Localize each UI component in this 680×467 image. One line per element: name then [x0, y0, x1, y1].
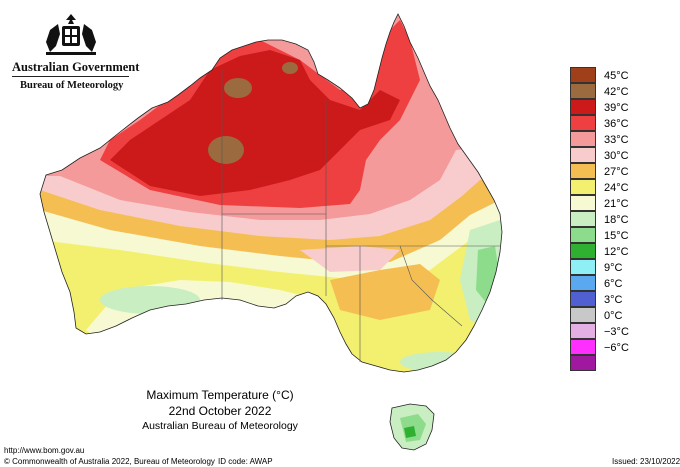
legend-row: 42°C — [570, 83, 680, 99]
legend-row: 36°C — [570, 115, 680, 131]
legend-swatch — [570, 131, 596, 147]
legend-swatch — [570, 323, 596, 339]
legend-swatch — [570, 355, 596, 371]
legend-row: 45°C — [570, 67, 680, 83]
legend-label: 9°C — [604, 262, 623, 274]
legend-swatch — [570, 307, 596, 323]
legend-label: −3°C — [604, 326, 629, 338]
bureau-name: Bureau of Meteorology — [20, 80, 124, 91]
legend-swatch — [570, 115, 596, 131]
legend-row: 18°C — [570, 211, 680, 227]
legend-label: −6°C — [604, 342, 629, 354]
legend-swatch — [570, 147, 596, 163]
legend-label: 42°C — [604, 86, 629, 98]
legend-row: 21°C — [570, 195, 680, 211]
legend-swatch — [570, 259, 596, 275]
legend-row: 24°C — [570, 179, 680, 195]
legend-label: 33°C — [604, 134, 629, 146]
legend-label: 39°C — [604, 102, 629, 114]
legend-swatch — [570, 211, 596, 227]
legend-label: 24°C — [604, 182, 629, 194]
legend-swatch — [570, 99, 596, 115]
legend-swatch — [570, 195, 596, 211]
legend-row: 39°C — [570, 99, 680, 115]
map-date: 22nd October 2022 — [168, 404, 272, 418]
legend-row: 27°C — [570, 163, 680, 179]
legend-label: 3°C — [604, 294, 623, 306]
footer-issued: Issued: 23/10/2022 — [612, 457, 680, 466]
legend-label: 27°C — [604, 166, 629, 178]
legend-swatch — [570, 291, 596, 307]
legend-row — [570, 355, 680, 371]
header-divider — [12, 76, 129, 77]
legend-row: 0°C — [570, 307, 680, 323]
footer-copyright: © Commonwealth of Australia 2022, Bureau… — [4, 457, 215, 466]
legend-swatch — [570, 83, 596, 99]
legend-row: 3°C — [570, 291, 680, 307]
footer-url[interactable]: http://www.bom.gov.au — [4, 446, 85, 455]
legend-label: 36°C — [604, 118, 629, 130]
legend-swatch — [570, 275, 596, 291]
coat-of-arms-icon — [46, 14, 96, 55]
legend-row: 12°C — [570, 243, 680, 259]
legend-row: 6°C — [570, 275, 680, 291]
legend-label: 30°C — [604, 150, 629, 162]
legend-row: 15°C — [570, 227, 680, 243]
map-title: Maximum Temperature (°C) — [146, 388, 294, 402]
legend-swatch — [570, 163, 596, 179]
legend-label: 15°C — [604, 230, 629, 242]
legend-swatch — [570, 339, 596, 355]
footer-id-code: ID code: AWAP — [218, 457, 273, 466]
map-source: Australian Bureau of Meteorology — [142, 420, 298, 432]
legend-label: 45°C — [604, 70, 629, 82]
legend-swatch — [570, 67, 596, 83]
legend-row: 9°C — [570, 259, 680, 275]
legend-label: 0°C — [604, 310, 623, 322]
legend-swatch — [570, 179, 596, 195]
legend-row: −3°C — [570, 323, 680, 339]
legend-label: 21°C — [604, 198, 629, 210]
legend-swatch — [570, 243, 596, 259]
australia-temperature-map — [39, 13, 503, 451]
legend-label: 12°C — [604, 246, 629, 258]
legend-swatch — [570, 227, 596, 243]
legend-label: 6°C — [604, 278, 623, 290]
legend-row: −6°C — [570, 339, 680, 355]
gov-name: Australian Government — [12, 60, 140, 74]
legend-row: 30°C — [570, 147, 680, 163]
legend-label: 18°C — [604, 214, 629, 226]
legend-row: 33°C — [570, 131, 680, 147]
